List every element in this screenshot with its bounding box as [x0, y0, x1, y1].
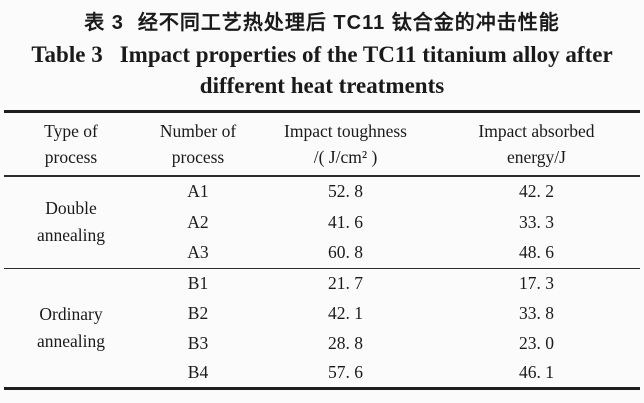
cell-process-number: B4	[187, 362, 209, 383]
col-header-number-of-process: Number of process	[138, 112, 258, 176]
cell-impact-toughness: 42. 1	[328, 303, 363, 323]
cell-process-type: Double annealing	[4, 176, 138, 269]
col-header-line: Type of	[44, 120, 98, 141]
cell-impact-energy: 42. 2	[519, 181, 554, 201]
table-row: B3 28. 8 23. 0	[4, 329, 640, 359]
cell-impact-energy: 48. 6	[519, 242, 554, 263]
table-title-en-text: Impact properties of the TC11 titanium a…	[119, 42, 613, 67]
table-row: A3 60. 8 48. 6	[4, 238, 640, 269]
col-header-line: energy/J	[507, 146, 566, 167]
group-double-annealing: Double annealing A1 52. 8 42. 2 A2 41. 6…	[4, 176, 640, 269]
table-row: B2 42. 1 33. 8	[4, 299, 640, 329]
col-header-line: /( J/cm² )	[313, 146, 378, 167]
cell-process-number: B2	[187, 303, 209, 323]
header-row: Type of process Number of process Impact…	[4, 112, 640, 176]
cell-process-number: B3	[187, 333, 209, 353]
cell-process-number: A2	[187, 211, 209, 232]
impact-properties-table: Type of process Number of process Impact…	[4, 110, 640, 390]
cell-impact-energy: 33. 8	[519, 303, 554, 323]
col-header-line: Impact toughness	[284, 120, 407, 141]
col-header-line: Number of	[159, 120, 237, 141]
cell-impact-toughness: 57. 6	[328, 362, 363, 383]
cell-impact-energy: 46. 1	[519, 362, 554, 383]
cell-impact-toughness: 21. 7	[328, 273, 363, 294]
cell-impact-energy: 33. 3	[519, 211, 554, 232]
table-title-zh-label: 表 3	[84, 12, 124, 34]
table-row: B4 57. 6 46. 1	[4, 359, 640, 389]
table-row: A2 41. 6 33. 3	[4, 207, 640, 238]
table-row: Ordinary annealing B1 21. 7 17. 3	[4, 269, 640, 351]
col-header-impact-absorbed-energy: Impact absorbed energy/J	[433, 112, 640, 176]
group-ordinary-annealing: Ordinary annealing B1 21. 7 17. 3 B2 42.…	[4, 269, 640, 389]
col-header-line: Impact absorbed	[478, 120, 595, 141]
col-header-type-of-process: Type of process	[4, 112, 138, 176]
col-header-impact-toughness: Impact toughness /( J/cm² )	[258, 112, 433, 176]
table-title-en-line1: Table 3 Impact properties of the TC11 ti…	[0, 42, 644, 71]
table-header: Type of process Number of process Impact…	[4, 112, 640, 176]
cell-impact-energy: 23. 0	[519, 333, 554, 353]
process-type-label: Double annealing	[36, 198, 106, 246]
cell-process-number: B1	[187, 273, 209, 294]
table-title-en-label: Table 3	[31, 42, 103, 67]
col-header-line: process	[171, 146, 225, 167]
cell-process-number: A1	[187, 181, 209, 201]
table-title-zh-text: 经不同工艺热处理后 TC11 钛合金的冲击性能	[137, 12, 560, 34]
cell-process-number: A3	[187, 242, 209, 263]
table-title-en-line2: different heat treatments	[199, 73, 445, 98]
cell-impact-toughness: 41. 6	[328, 211, 363, 232]
cell-impact-energy: 17. 3	[519, 273, 554, 294]
cell-impact-toughness: 52. 8	[328, 181, 363, 201]
cell-impact-toughness: 60. 8	[328, 242, 363, 263]
cell-impact-toughness: 28. 8	[328, 333, 363, 353]
cell-process-type: Ordinary annealing	[4, 269, 138, 389]
table-row: Double annealing A1 52. 8 42. 2	[4, 176, 640, 245]
process-type-label: Ordinary annealing	[36, 304, 106, 351]
col-header-line: process	[44, 146, 98, 167]
table-title-zh: 表 3 经不同工艺热处理后 TC11 钛合金的冲击性能	[0, 6, 644, 34]
